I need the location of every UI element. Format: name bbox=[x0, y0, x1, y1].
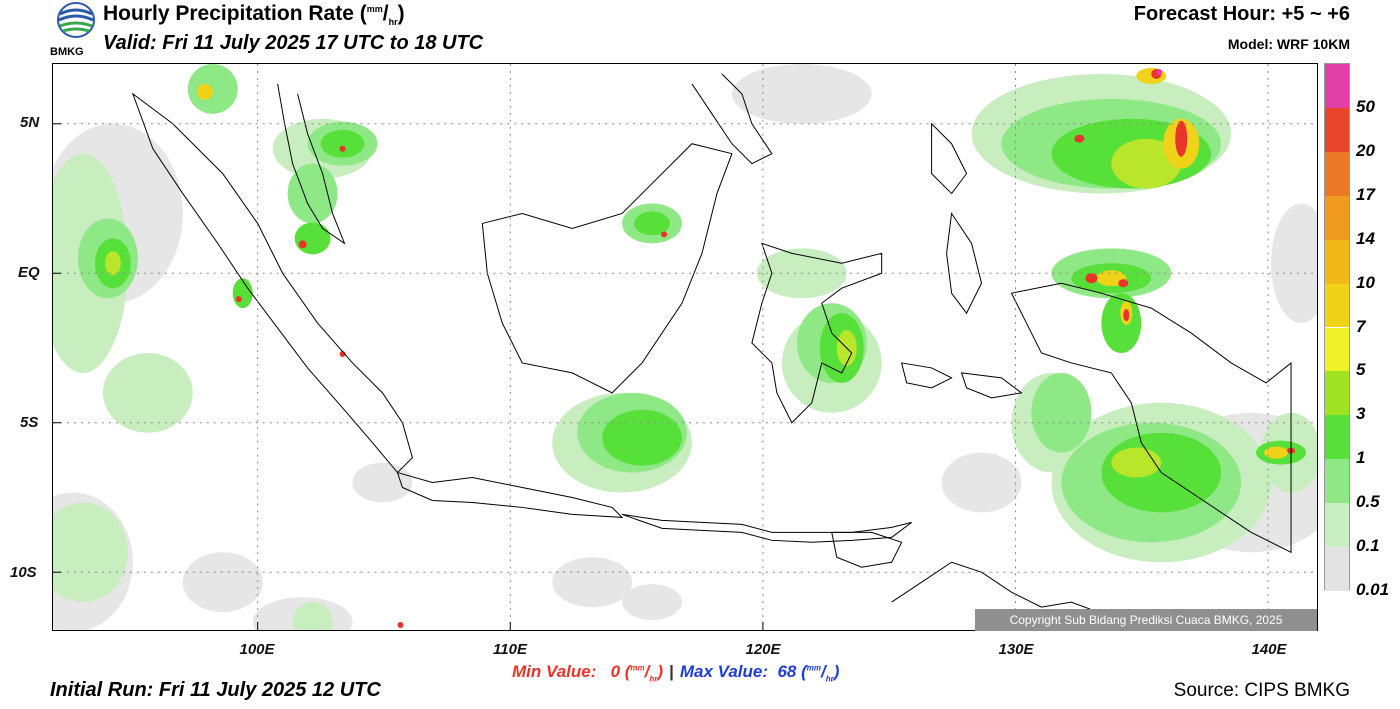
colorbar-level-label: 17 bbox=[1356, 184, 1375, 204]
source-credit: Source: CIPS BMKG bbox=[1173, 680, 1350, 701]
title-unit-bottom: hr bbox=[388, 17, 398, 28]
lon-label-100e: 100E bbox=[239, 641, 275, 658]
colorbar-level-label: 3 bbox=[1356, 404, 1366, 424]
title-unit-top: mm bbox=[366, 4, 383, 14]
colorbar-segment bbox=[1325, 239, 1349, 284]
lon-label-130e: 130E bbox=[998, 641, 1034, 658]
colorbar-level-label: 7 bbox=[1356, 316, 1366, 336]
lat-label-eq: EQ bbox=[18, 264, 40, 281]
bmkg-logo-icon bbox=[57, 2, 95, 38]
colorbar-segment bbox=[1325, 459, 1349, 504]
precipitation-map bbox=[52, 63, 1318, 631]
colorbar-segment bbox=[1325, 151, 1349, 196]
colorbar-level-label: 1 bbox=[1356, 448, 1366, 468]
copyright-notice: Copyright Sub Bidang Prediksi Cuaca BMKG… bbox=[975, 609, 1317, 631]
max-value-label: Max Value: 68 (mm/hr) bbox=[679, 662, 840, 684]
colorbar-level-label: 50 bbox=[1356, 96, 1375, 116]
colorbar-segment bbox=[1325, 283, 1349, 328]
initial-run: Initial Run: Fri 11 July 2025 12 UTC bbox=[50, 679, 381, 701]
colorbar-segment bbox=[1325, 195, 1349, 240]
lat-label-5s: 5S bbox=[20, 414, 39, 431]
lat-label-5n: 5N bbox=[20, 114, 40, 131]
colorbar-segment bbox=[1325, 415, 1349, 460]
lat-label-10s: 10S bbox=[10, 564, 37, 581]
colorbar-segment bbox=[1325, 547, 1349, 591]
min-value: 0 bbox=[610, 662, 621, 681]
colorbar-segment bbox=[1325, 371, 1349, 416]
colorbar-level-label: 0.01 bbox=[1356, 580, 1390, 599]
colorbar-level-label: 5 bbox=[1356, 360, 1366, 380]
colorbar bbox=[1324, 63, 1350, 591]
colorbar-level-label: 0.1 bbox=[1356, 536, 1380, 556]
colorbar-level-label: 20 bbox=[1356, 140, 1375, 160]
min-max-values: Min Value: 0 (mm/hr) | Max Value: 68 (mm/h… bbox=[512, 662, 840, 684]
map-title: Hourly Precipitation Rate (mm/hr) bbox=[103, 2, 405, 28]
lat-lon-grid bbox=[53, 64, 1317, 630]
min-value-label: Min Value: 0 (mm/hr) bbox=[512, 662, 664, 684]
lon-label-120e: 120E bbox=[745, 641, 781, 658]
logo-text: BMKG bbox=[50, 46, 84, 58]
precip-field bbox=[53, 64, 1317, 630]
lon-label-110e: 110E bbox=[493, 641, 527, 658]
colorbar-segment bbox=[1325, 107, 1349, 152]
lon-label-140e: 140E bbox=[1251, 641, 1287, 658]
colorbar-level-label: 10 bbox=[1356, 272, 1375, 292]
colorbar-segment bbox=[1325, 64, 1349, 108]
forecast-hour: Forecast Hour: +5 ~ +6 bbox=[1133, 3, 1350, 25]
colorbar-level-label: 0.5 bbox=[1356, 492, 1380, 512]
title-text: Hourly Precipitation Rate bbox=[103, 2, 354, 25]
max-value: 68 bbox=[777, 662, 797, 681]
valid-time: Valid: Fri 11 July 2025 17 UTC to 18 UTC bbox=[103, 32, 484, 54]
colorbar-segment bbox=[1325, 503, 1349, 548]
colorbar-level-label: 14 bbox=[1356, 228, 1375, 248]
model-name: Model: WRF 10KM bbox=[1227, 36, 1350, 52]
colorbar-segment bbox=[1325, 327, 1349, 372]
